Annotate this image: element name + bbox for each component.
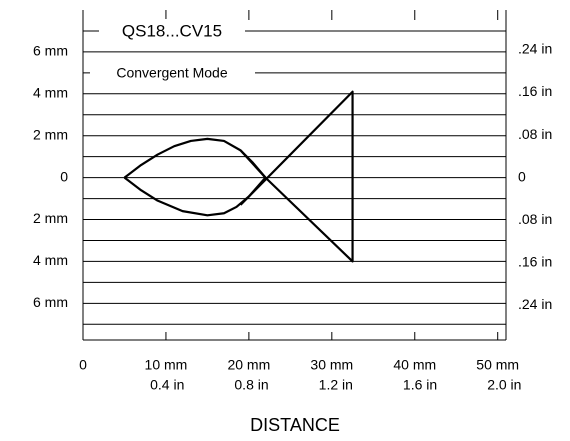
y2-tick-label: .08 in xyxy=(518,126,552,142)
x-tick-label: 50 mm xyxy=(476,357,519,373)
y2-tick-label: .16 in xyxy=(518,83,552,99)
x2-tick-label: 0.8 in xyxy=(234,377,268,393)
x-axis-label: DISTANCE xyxy=(250,415,340,435)
x2-tick-label: 2.0 in xyxy=(487,377,521,393)
subtitle-box xyxy=(90,64,255,84)
y2-tick-label: .16 in xyxy=(518,254,552,270)
x2-tick-label: 1.6 in xyxy=(403,377,437,393)
chart-title: QS18...CV15 xyxy=(122,21,222,40)
y-tick-label: 4 mm xyxy=(33,252,68,268)
y-tick-label: 4 mm xyxy=(33,85,68,101)
y-tick-label: 6 mm xyxy=(33,43,68,59)
title-box xyxy=(99,19,245,43)
y-tick-label: 6 mm xyxy=(33,294,68,310)
x-tick-label: 30 mm xyxy=(310,357,353,373)
x-tick-label: 0 xyxy=(79,357,87,373)
y2-tick-label: .24 in xyxy=(518,296,552,312)
beam-line xyxy=(123,176,267,217)
x2-tick-label: 0.4 in xyxy=(150,377,184,393)
y2-tick-label: .24 in xyxy=(518,41,552,57)
x-tick-label: 40 mm xyxy=(393,357,436,373)
y-tick-label: 2 mm xyxy=(33,210,68,226)
plot xyxy=(123,90,354,263)
grid xyxy=(82,10,507,341)
y2-tick-label: .08 in xyxy=(518,211,552,227)
beam-line xyxy=(123,137,267,179)
y2-tick-label: 0 xyxy=(518,168,526,184)
y-tick-label: 0 xyxy=(60,168,68,184)
y-tick-label: 2 mm xyxy=(33,126,68,142)
x-tick-label: 20 mm xyxy=(227,357,270,373)
x2-tick-label: 1.2 in xyxy=(319,377,353,393)
x-tick-label: 10 mm xyxy=(145,357,188,373)
beam-line xyxy=(239,90,354,263)
chart-subtitle: Convergent Mode xyxy=(116,65,228,81)
